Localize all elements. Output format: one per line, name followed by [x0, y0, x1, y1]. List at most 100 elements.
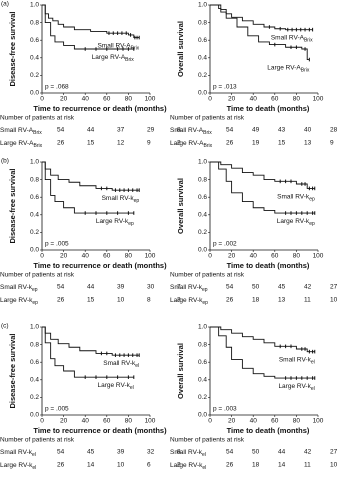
- curve-label: Large RV-kel: [278, 383, 314, 393]
- risk-count: 26: [226, 140, 234, 147]
- risk-count: 44: [278, 449, 286, 456]
- curve-label: Large RV-ABrix: [267, 64, 310, 74]
- x-tick-label: 40: [82, 253, 90, 260]
- label-main: Small RV-k: [103, 360, 136, 367]
- risk-count: 9: [147, 140, 151, 147]
- p-value: p = .005: [45, 406, 69, 413]
- y-tick-label: 1.0: [198, 2, 207, 9]
- risk-count: 54: [57, 127, 65, 134]
- label-main: Large RV-k: [170, 462, 203, 469]
- risk-count: 18: [252, 297, 260, 304]
- x-tick-label: 40: [82, 418, 90, 425]
- survival-curve: [42, 161, 134, 214]
- y-axis-label: Overall survival: [176, 21, 185, 77]
- risk-count: 44: [87, 284, 95, 291]
- risk-count: 54: [226, 127, 234, 134]
- x-tick-label: 20: [60, 96, 68, 103]
- risk-count: 2: [177, 462, 181, 469]
- risk-row-label: Large RV-ABrix: [0, 140, 43, 150]
- x-tick-label: 60: [103, 253, 111, 260]
- label-subscript: el: [135, 363, 139, 369]
- risk-count: 54: [57, 449, 65, 456]
- survival-curve: [42, 326, 134, 378]
- x-tick-label: 100: [145, 253, 156, 260]
- risk-count: 39: [117, 449, 125, 456]
- panel-label: (c): [1, 323, 9, 330]
- risk-count: 26: [57, 140, 65, 147]
- x-tick-label: 60: [271, 96, 279, 103]
- label-main: Large RV-k: [0, 462, 33, 469]
- x-tick-label: 20: [228, 418, 236, 425]
- p-value: p = .068: [45, 84, 69, 91]
- risk-table-title: Number of patients at risk: [170, 115, 245, 122]
- risk-count: 45: [278, 284, 286, 291]
- risk-count: 9: [330, 140, 334, 147]
- survival-curve: [42, 161, 140, 191]
- label-main: Large RV-A: [0, 140, 34, 147]
- label-subscript: ep: [32, 300, 38, 306]
- label-main: Large RV-A: [92, 54, 126, 61]
- survival-curve: [42, 4, 134, 50]
- y-tick-label: 0.4: [198, 377, 207, 384]
- x-tick-label: 80: [125, 253, 133, 260]
- y-axis-label: Disease-free survival: [8, 11, 17, 86]
- risk-count: 44: [87, 127, 95, 134]
- y-tick-label: 0.4: [30, 377, 39, 384]
- x-tick-label: 40: [250, 96, 258, 103]
- risk-count: 30: [147, 284, 155, 291]
- risk-count: 37: [117, 127, 125, 134]
- label-subscript: Brix: [301, 68, 310, 74]
- x-tick-label: 40: [250, 418, 258, 425]
- risk-count: 3: [177, 297, 181, 304]
- risk-count: 29: [147, 127, 155, 134]
- y-tick-label: 0.8: [198, 19, 207, 26]
- risk-count: 15: [278, 140, 286, 147]
- label-main: Small RV-k: [170, 284, 203, 291]
- label-main: Small RV-k: [0, 449, 33, 456]
- curve-label: Large RV-kep: [96, 218, 134, 228]
- risk-row-label: Small RV-kep: [0, 284, 38, 294]
- risk-table-title: Number of patients at risk: [0, 437, 75, 444]
- x-tick-label: 0: [40, 253, 44, 260]
- label-main: Large RV-k: [96, 218, 129, 225]
- x-tick-label: 0: [40, 418, 44, 425]
- y-tick-label: 0.8: [198, 341, 207, 348]
- y-tick-label: 0.0: [30, 90, 39, 97]
- survival-curve: [42, 4, 140, 39]
- y-tick-label: 0.4: [30, 212, 39, 219]
- risk-count: 50: [252, 284, 260, 291]
- label-main: Large RV-k: [170, 297, 203, 304]
- label-main: Small RV-k: [102, 195, 135, 202]
- risk-count: 27: [330, 284, 338, 291]
- risk-count: 26: [57, 297, 65, 304]
- risk-count: 54: [57, 284, 65, 291]
- x-tick-label: 0: [208, 96, 212, 103]
- y-tick-label: 0.2: [30, 72, 39, 79]
- label-main: Small RV-k: [279, 356, 312, 363]
- label-subscript: el: [311, 386, 315, 392]
- label-subscript: ep: [309, 221, 315, 227]
- label-main: Large RV-k: [277, 218, 310, 225]
- y-tick-label: 0.6: [198, 37, 207, 44]
- y-tick-label: 1.0: [198, 159, 207, 166]
- x-axis-label: Time to death (months): [227, 261, 310, 270]
- risk-count: 14: [278, 462, 286, 469]
- y-tick-label: 0.8: [30, 176, 39, 183]
- label-subscript: ep: [202, 300, 208, 306]
- risk-count: 18: [252, 462, 260, 469]
- survival-curve: [210, 4, 313, 31]
- risk-count: 11: [304, 462, 311, 469]
- risk-count: 28: [330, 127, 338, 134]
- survival-curve: [210, 326, 315, 353]
- risk-row-label: Small RV-ABrix: [0, 127, 42, 137]
- risk-count: 10: [330, 297, 338, 304]
- risk-row-label: Small RV-ABrix: [170, 127, 212, 137]
- label-main: Large RV-k: [278, 383, 311, 390]
- y-axis-label: Disease-free survival: [8, 333, 17, 408]
- y-tick-label: 1.0: [30, 2, 39, 9]
- curve-label: Large RV-kel: [97, 382, 133, 392]
- label-main: Small RV-k: [277, 193, 310, 200]
- x-tick-label: 60: [271, 418, 279, 425]
- risk-row-label: Small RV-kep: [170, 284, 208, 294]
